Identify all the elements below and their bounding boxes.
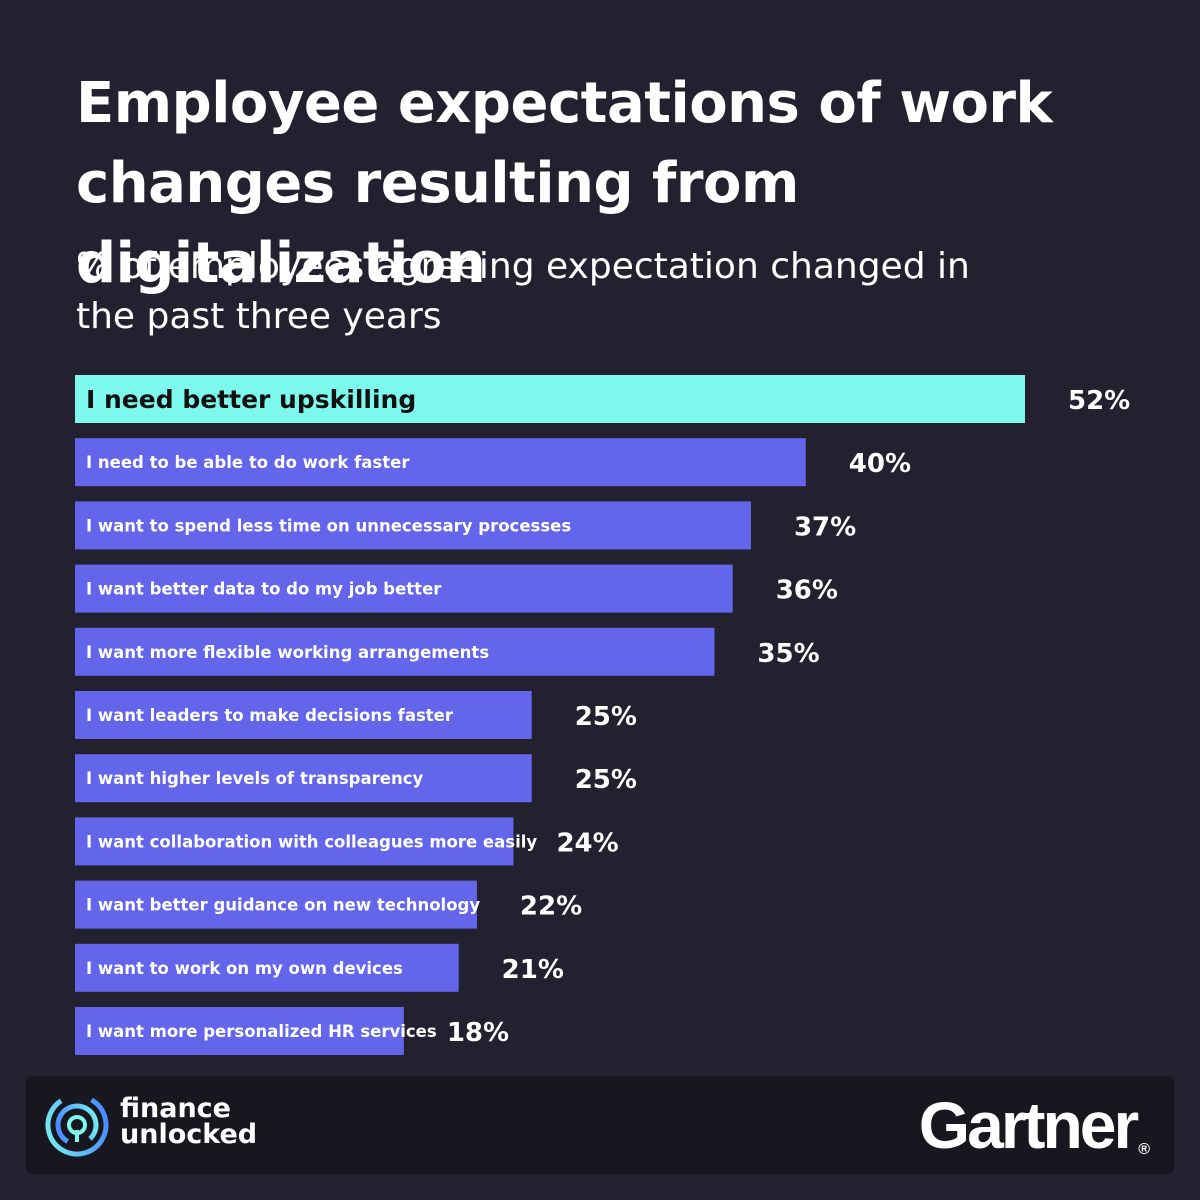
bar-category-label-4: I want better data to do my job better — [86, 580, 442, 599]
bar-5 — [75, 627, 715, 676]
bar-value-label-9: 22% — [520, 892, 582, 922]
bar-category-label-10: I want to work on my own devices — [86, 959, 403, 978]
bar-category-label-9: I want better guidance on new technology — [86, 896, 480, 915]
bar-category-label-6: I want leaders to make decisions faster — [86, 706, 454, 725]
registered-mark: ® — [1138, 1141, 1150, 1158]
bar-chart: I need better upskilling 52% I need to be … — [75, 375, 1130, 1055]
bar-value-label-10: 21% — [502, 955, 564, 985]
bar-category-label-3: I want to spend less time on unnecessary… — [86, 516, 571, 535]
bar-4 — [75, 564, 733, 613]
bar-value-label-4: 36% — [776, 576, 838, 606]
chart-subtitle: % of employees agreeing expectation chan… — [76, 246, 970, 337]
bar-category-label-2: I need to be able to do work faster — [86, 453, 410, 472]
bar-value-label-8: 24% — [556, 828, 618, 858]
bar-category-label-5: I want more flexible working arrangement… — [86, 643, 489, 662]
bar-6 — [75, 691, 532, 739]
footer: finance unlocked Gartner ® — [26, 1076, 1174, 1174]
bar-value-label-2: 40% — [849, 449, 911, 479]
bar-1 — [75, 375, 1025, 423]
bar-value-label-7: 25% — [575, 765, 637, 795]
bar-7 — [75, 754, 532, 803]
bar-category-label-8: I want collaboration with colleagues mor… — [86, 832, 537, 851]
gartner-logo: Gartner ® — [919, 1090, 1150, 1179]
bar-11 — [75, 1007, 404, 1055]
brand-name-line1: finance — [120, 1093, 231, 1124]
bar-category-label-11: I want more personalized HR services — [86, 1022, 437, 1041]
bar-8 — [75, 817, 514, 866]
bar-3 — [75, 501, 751, 550]
brand-name-line2: unlocked — [120, 1119, 258, 1150]
bar-value-label-3: 37% — [794, 512, 856, 542]
bar-10 — [75, 943, 459, 992]
bar-value-label-6: 25% — [575, 702, 637, 732]
brand-name: finance unlocked — [120, 1093, 258, 1150]
bar-value-label-1: 52% — [1068, 386, 1130, 416]
bar-category-label-7: I want higher levels of transparency — [86, 769, 423, 788]
bar-value-label-11: 18% — [447, 1018, 509, 1048]
chart-title: Employee expectations of work changes re… — [76, 71, 1053, 296]
bar-value-label-5: 35% — [757, 639, 819, 669]
bar-2 — [75, 438, 806, 487]
finance-unlocked-logo-icon — [45, 1093, 109, 1157]
bar-9 — [75, 880, 477, 929]
bar-category-label-1: I need better upskilling — [86, 385, 416, 414]
gartner-wordmark: Gartner — [918, 1088, 1139, 1162]
